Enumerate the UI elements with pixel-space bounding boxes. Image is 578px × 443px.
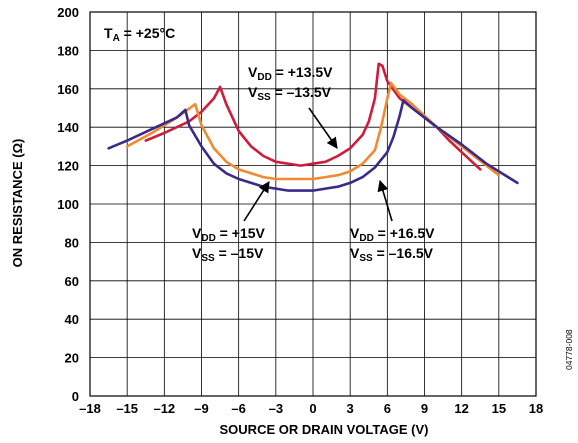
y-tick-label: 120 — [57, 159, 79, 174]
series-3-arrow — [377, 179, 393, 222]
x-tick-label: 0 — [309, 401, 316, 416]
series-2-label-line-1: VDD = +15V — [192, 225, 266, 244]
x-tick-label: 9 — [421, 401, 428, 416]
series-3-label-line-1: VDD = +16.5V — [350, 225, 435, 244]
plot-frame — [89, 11, 537, 397]
series-1-arrow — [308, 107, 338, 149]
y-tick-label: 180 — [57, 43, 79, 58]
x-tick-label: 18 — [529, 401, 543, 416]
y-tick-label: 100 — [57, 197, 79, 212]
x-tick-label: 15 — [492, 401, 506, 416]
y-tick-label: 40 — [65, 312, 79, 327]
series-1-label-line-1: VDD = +13.5V — [248, 64, 333, 83]
y-tick-label: 0 — [72, 389, 79, 404]
series-layer — [107, 62, 519, 192]
x-tick-label: 12 — [454, 401, 468, 416]
x-tick-label: 3 — [347, 401, 354, 416]
tick-labels: –18 –15 –12 –9 –6 –3 0 3 6 9 12 15 18020406080100120… — [57, 5, 543, 416]
y-tick-label: 20 — [65, 351, 79, 366]
y-tick-label: 60 — [65, 274, 79, 289]
series-2-label-line-2: VSS = –15V — [192, 245, 264, 264]
y-tick-label: 80 — [65, 235, 79, 250]
x-tick-label: –3 — [269, 401, 283, 416]
series-3-label-line-2: VSS = –16.5V — [350, 245, 434, 264]
figure-code: 04778-008 — [564, 329, 574, 370]
y-tick-label: 140 — [57, 120, 79, 135]
x-tick-label: –12 — [153, 401, 175, 416]
series-line-3 — [107, 99, 519, 192]
x-tick-label: –9 — [194, 401, 208, 416]
y-tick-label: 200 — [57, 5, 79, 20]
grid-lines — [90, 12, 536, 396]
x-tick-label: –6 — [231, 401, 245, 416]
series-1-label-line-2: VSS = –13.5V — [248, 84, 332, 103]
x-tick-label: –18 — [79, 401, 101, 416]
x-tick-label: 6 — [384, 401, 391, 416]
x-axis-title: SOURCE OR DRAIN VOLTAGE (V) — [220, 422, 429, 437]
series-line-2 — [125, 81, 501, 181]
x-tick-label: –15 — [116, 401, 138, 416]
temperature-condition-label: TA = +25°C — [104, 25, 175, 44]
y-tick-label: 160 — [57, 82, 79, 97]
y-axis-title: ON RESISTANCE (Ω) — [10, 139, 25, 268]
series-2-arrow — [243, 181, 270, 222]
